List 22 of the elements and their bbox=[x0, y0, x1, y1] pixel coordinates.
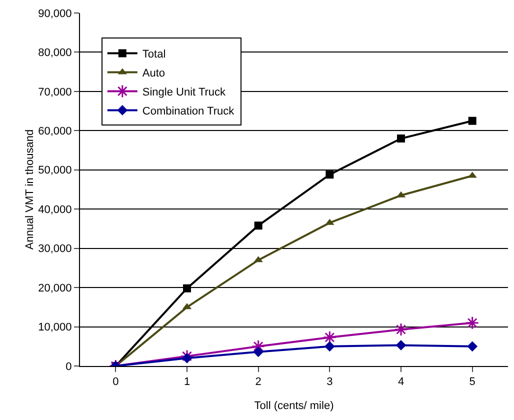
y-tick-label: 30,000 bbox=[38, 243, 72, 256]
legend-label: Auto bbox=[142, 68, 166, 80]
y-axis-title: Annual VMT in thousand bbox=[24, 129, 36, 250]
x-tick-label: 2 bbox=[255, 376, 262, 388]
y-tick-label: 40,000 bbox=[38, 204, 72, 216]
legend-label: Total bbox=[142, 48, 166, 60]
y-tick-label: 70,000 bbox=[38, 86, 72, 98]
x-axis-title: Toll (cents/ mile) bbox=[254, 400, 334, 412]
x-tick-label: 4 bbox=[398, 376, 404, 388]
x-tick-label: 3 bbox=[326, 376, 333, 388]
y-tick-label: 60,000 bbox=[38, 126, 72, 138]
y-tick-label: 20,000 bbox=[38, 282, 72, 294]
x-tick-label: 1 bbox=[184, 376, 190, 388]
x-tick-label: 0 bbox=[112, 376, 119, 388]
x-tick-label: 5 bbox=[469, 376, 476, 388]
legend-label: Single Unit Truck bbox=[142, 86, 226, 98]
y-tick-label: 0 bbox=[66, 360, 72, 373]
y-tick-label: 50,000 bbox=[38, 164, 72, 177]
y-tick-label: 80,000 bbox=[38, 47, 72, 60]
y-tick-label: 90,000 bbox=[38, 8, 72, 20]
legend-label: Combination Truck bbox=[142, 106, 235, 118]
y-tick-label: 10,000 bbox=[38, 322, 72, 334]
